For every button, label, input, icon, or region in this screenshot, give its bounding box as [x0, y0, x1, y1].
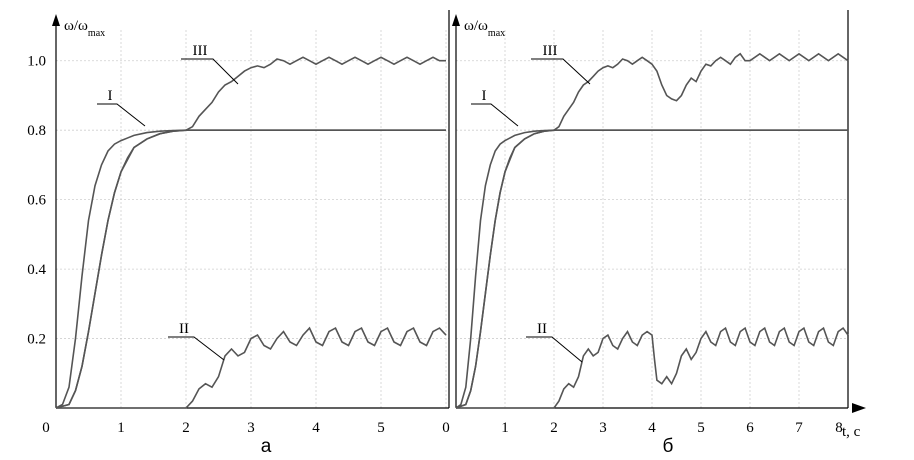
y-tick-label: 0.4: [27, 262, 46, 278]
x-tick-label: 5: [377, 420, 385, 436]
y-axis-label: ω/ωmax: [464, 18, 505, 39]
x-axis-arrow-icon: [852, 403, 866, 413]
x-tick-label: 7: [795, 420, 803, 436]
series-line-iii-3: [55, 56, 446, 409]
y-axis-label: ω/ωmax: [64, 18, 105, 39]
x-tick-label: 4: [312, 420, 320, 436]
x-axis-label: t, c: [842, 424, 861, 440]
series-label: II: [537, 321, 547, 337]
panel-label: а: [261, 436, 272, 457]
y-tick-label: 1.0: [27, 54, 46, 70]
y-tick-label: 0.6: [27, 193, 46, 209]
series-label: II: [179, 321, 189, 337]
series-label-leader: [471, 103, 519, 127]
series-line-ii-2: [56, 326, 447, 409]
series-label: I: [108, 88, 113, 104]
x-tick-label: 4: [648, 420, 656, 436]
x-tick-label: 0: [442, 420, 450, 436]
x-tick-label: 3: [599, 420, 607, 436]
y-axis-arrow-icon: [452, 14, 460, 26]
series-label-leader: [97, 103, 146, 127]
x-tick-label: 2: [182, 420, 190, 436]
x-tick-label: 6: [746, 420, 754, 436]
series-label-leader: [531, 58, 591, 85]
series-label: III: [193, 43, 208, 59]
panel-label: б: [663, 436, 674, 457]
x-tick-label: 3: [247, 420, 255, 436]
series-label: I: [482, 88, 487, 104]
x-tick-label: 1: [117, 420, 125, 436]
series-label-leader: [181, 58, 239, 85]
y-axis-arrow-icon: [52, 14, 60, 26]
x-tick-label: 0: [42, 420, 50, 436]
y-tick-label: 0.2: [27, 332, 46, 348]
x-tick-label: 5: [697, 420, 705, 436]
x-tick-label: 8: [835, 420, 843, 436]
series-line-ii-2: [456, 326, 849, 409]
x-tick-label: 2: [550, 420, 558, 436]
series-label-leader: [168, 336, 225, 361]
series-label: III: [543, 43, 558, 59]
series-label-leader: [526, 336, 583, 363]
series-line-iii-3: [455, 52, 849, 409]
x-tick-label: 1: [501, 420, 509, 436]
y-tick-label: 0.8: [27, 123, 46, 139]
